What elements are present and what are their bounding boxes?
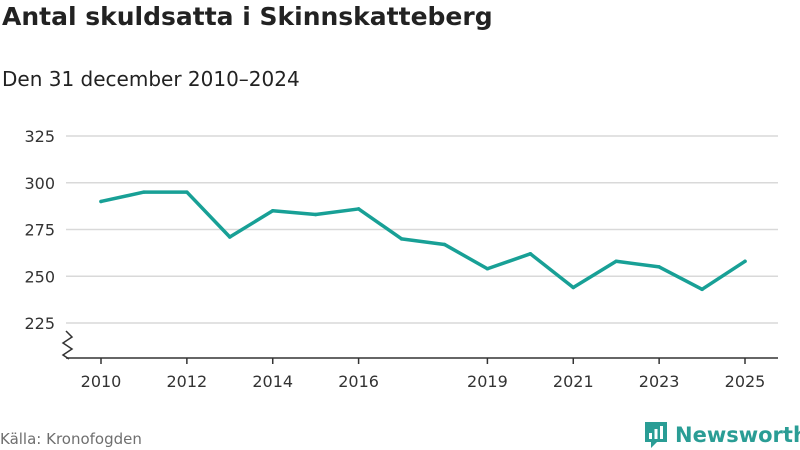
x-tick-label: 2016 xyxy=(338,372,379,391)
y-tick-label: 325 xyxy=(24,127,55,146)
data-point xyxy=(313,212,318,217)
brand-name: Newsworthy xyxy=(675,423,800,447)
data-point xyxy=(228,235,232,239)
chart-title: Antal skuldsatta i Skinnskatteberg xyxy=(2,2,493,31)
axis-break-icon xyxy=(61,330,74,360)
data-point xyxy=(185,190,189,194)
x-tick-label: 2010 xyxy=(81,372,122,391)
data-point xyxy=(743,259,747,264)
data-point xyxy=(700,287,704,292)
data-point xyxy=(270,209,275,213)
newsworthy-logo-icon xyxy=(645,422,667,448)
x-tick-label: 2025 xyxy=(725,372,766,391)
y-tick-label: 225 xyxy=(24,314,55,333)
x-tick-label: 2021 xyxy=(553,372,594,391)
axes: 225 250 275 300 325 2010 2012 2014 2016 2019 2021 2… xyxy=(24,127,778,391)
data-point xyxy=(442,242,447,247)
y-tick-label: 250 xyxy=(24,267,55,286)
data-point xyxy=(142,190,146,194)
x-tick-label: 2012 xyxy=(167,372,208,391)
gridlines xyxy=(66,135,778,324)
y-tick-label: 300 xyxy=(24,174,55,193)
data-point xyxy=(614,259,618,264)
source-note: Källa: Kronofogden xyxy=(0,430,142,448)
data-point xyxy=(528,252,533,256)
data-point xyxy=(571,285,576,290)
series-line xyxy=(99,190,747,292)
chart-subtitle: Den 31 december 2010–2024 xyxy=(2,67,300,91)
series xyxy=(99,190,747,292)
y-tick-label: 275 xyxy=(24,221,55,240)
x-tick-label: 2014 xyxy=(252,372,293,391)
data-point xyxy=(399,237,404,241)
data-point xyxy=(657,265,661,269)
data-point xyxy=(99,199,103,204)
data-point xyxy=(485,267,490,271)
x-tick-label: 2023 xyxy=(639,372,680,391)
x-tick-label: 2019 xyxy=(467,372,508,391)
brand-logo[interactable]: Newsworthy xyxy=(643,420,800,450)
data-point xyxy=(356,207,361,211)
